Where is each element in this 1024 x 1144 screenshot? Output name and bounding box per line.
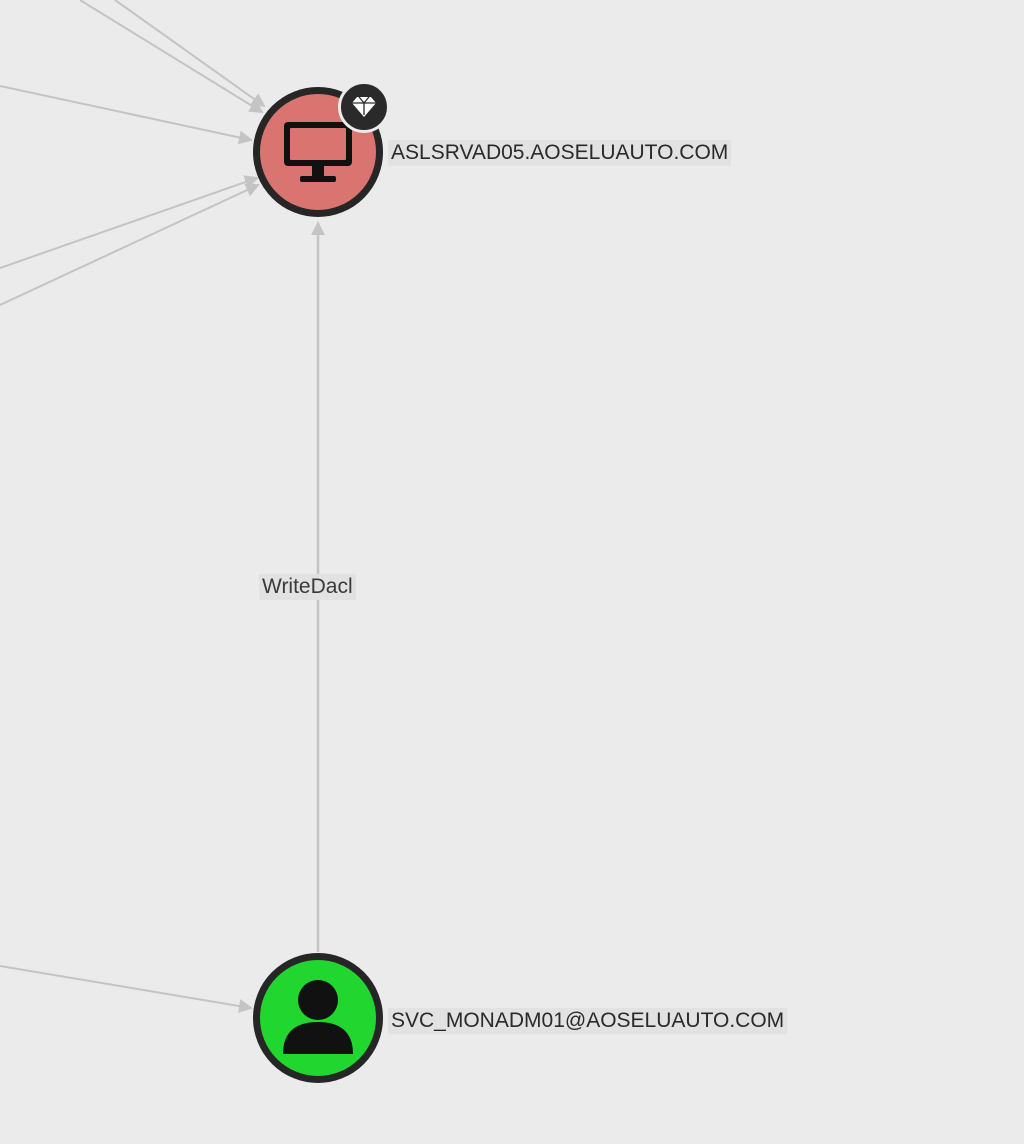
writedacl-edge-label[interactable]: WriteDacl — [259, 574, 356, 600]
incoming-edge[interactable] — [0, 85, 253, 145]
incoming-edge[interactable] — [0, 175, 259, 269]
computer-node-label[interactable]: ASLSRVAD05.AOSELUAUTO.COM — [388, 140, 732, 166]
incoming-edge[interactable] — [0, 965, 253, 1013]
diamond-icon — [350, 95, 378, 119]
high-value-badge — [338, 81, 390, 133]
incoming-edge[interactable] — [79, 0, 264, 114]
incoming-edge[interactable] — [114, 0, 266, 108]
user-node[interactable] — [253, 953, 383, 1083]
incoming-edge[interactable] — [0, 183, 260, 306]
user-node-label[interactable]: SVC_MONADM01@AOSELUAUTO.COM — [388, 1008, 788, 1034]
monitor-icon — [278, 117, 358, 187]
user-icon — [278, 974, 358, 1062]
